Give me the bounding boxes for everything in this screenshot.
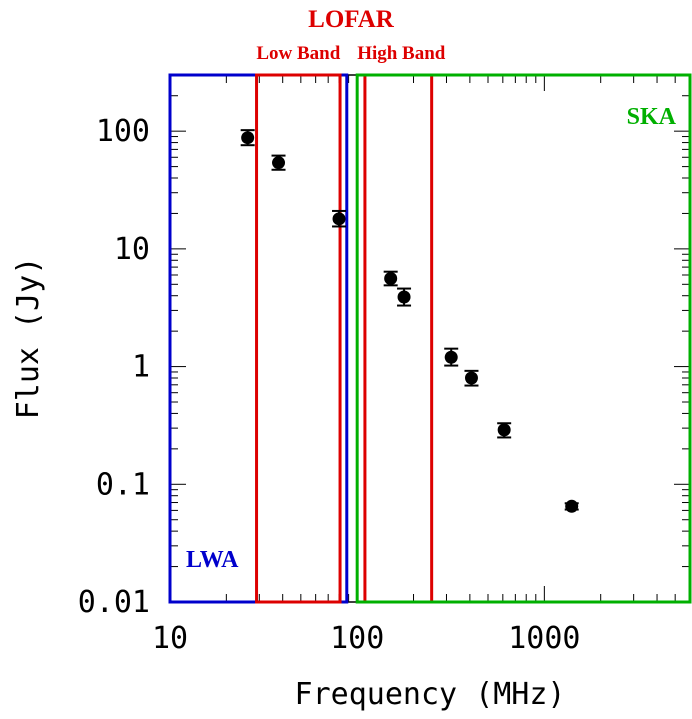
y-tick-label: 0.01 <box>78 585 150 620</box>
data-point <box>565 499 579 513</box>
y-tick-label: 1 <box>132 350 150 385</box>
band-box-high-band <box>363 73 434 604</box>
x-tick-label: 10 <box>152 621 188 656</box>
band-label-ska: SKA <box>627 104 677 130</box>
band-label-high-band: High Band <box>357 43 446 64</box>
data-point <box>464 371 478 385</box>
band-group-label-lofar: LOFAR <box>308 6 395 33</box>
data-point <box>332 212 346 226</box>
plot-frame <box>169 74 691 603</box>
band-label-low-band: Low Band <box>256 43 340 64</box>
data-point <box>272 156 286 170</box>
y-tick-label: 0.1 <box>96 467 150 502</box>
band-box-low-band <box>255 73 342 604</box>
data-point <box>384 272 398 286</box>
y-tick-label: 10 <box>114 232 150 267</box>
x-tick-label: 1000 <box>508 621 580 656</box>
axis-ticks <box>169 74 691 603</box>
x-tick-label: 100 <box>330 621 384 656</box>
y-tick-label: 100 <box>96 114 150 149</box>
band-box-ska <box>355 73 692 604</box>
data-point <box>241 131 255 145</box>
band-label-lwa: LWA <box>186 547 239 573</box>
data-point <box>497 423 511 437</box>
band-box-lwa <box>168 73 349 604</box>
data-point <box>397 290 411 304</box>
y-axis-label: Flux (Jy) <box>11 257 46 420</box>
x-axis-label: Frequency (MHz) <box>295 677 566 712</box>
data-point <box>444 350 458 364</box>
